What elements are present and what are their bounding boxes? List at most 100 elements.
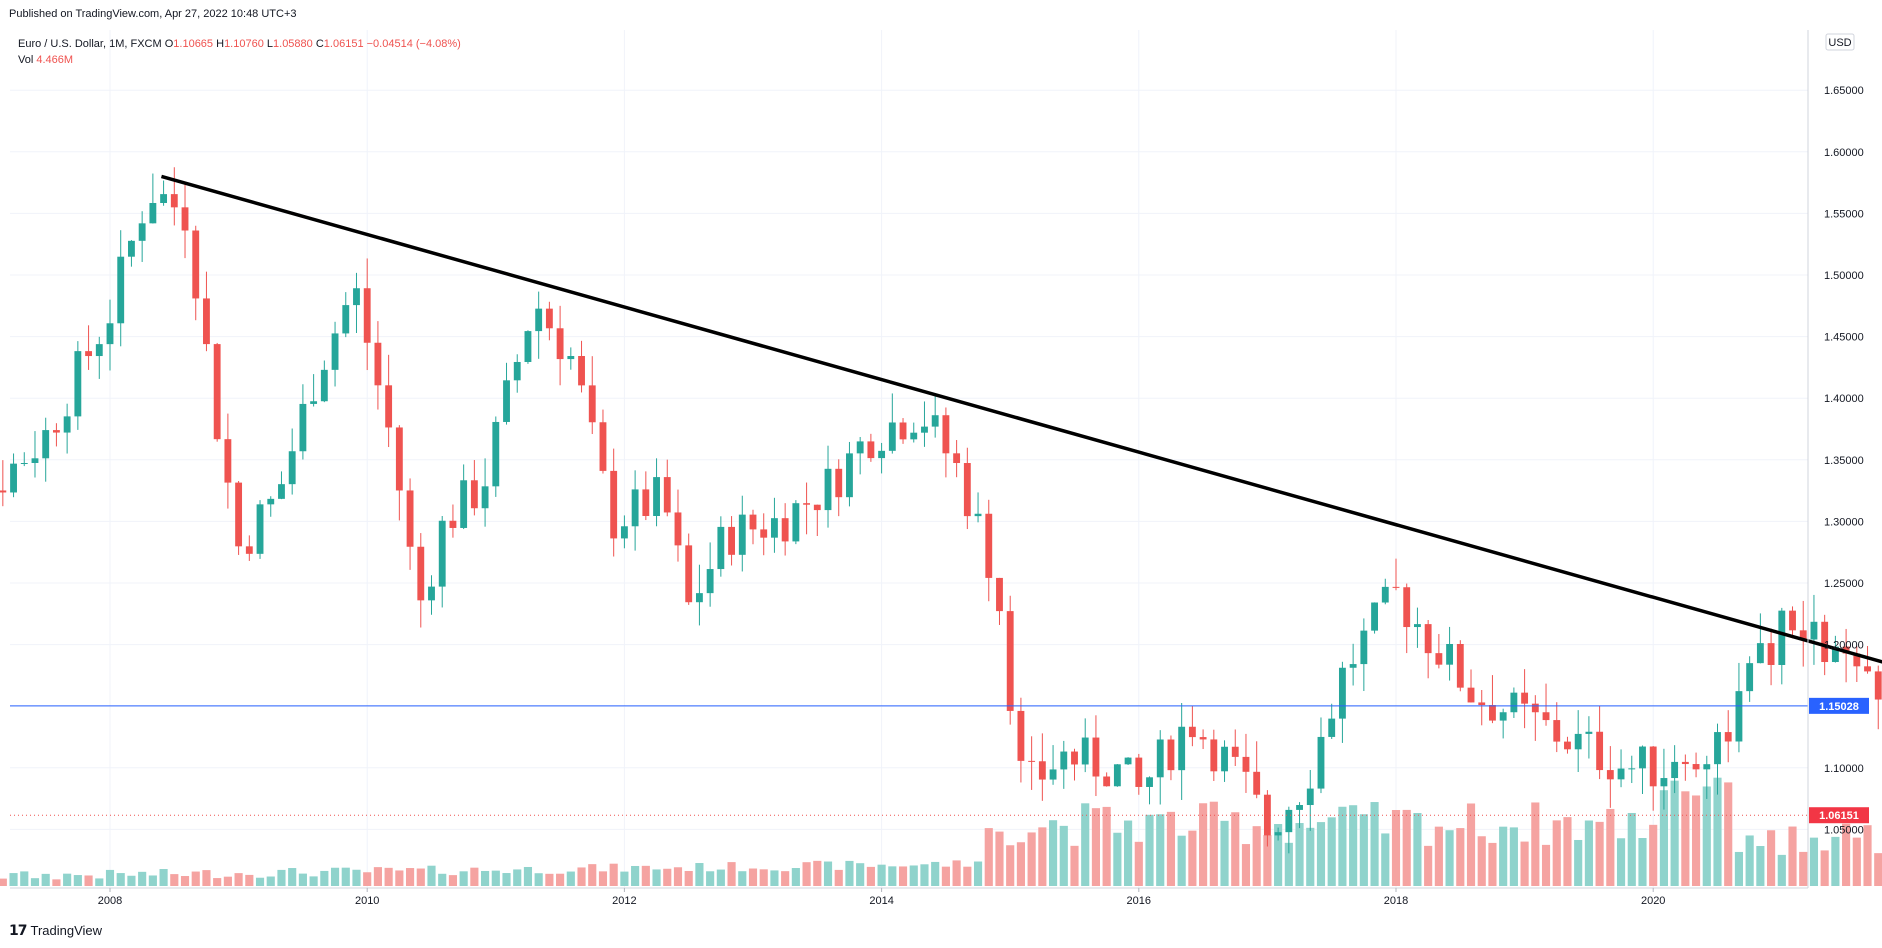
y-tick-label: 1.10000 [1824, 763, 1864, 775]
volume-bar [427, 865, 436, 886]
candle-body [1810, 621, 1818, 640]
candle-body [695, 593, 703, 603]
currency-box [1825, 33, 1855, 51]
volume-bar [1767, 830, 1776, 886]
candle-body [1381, 586, 1389, 603]
candle-body [781, 518, 789, 542]
candle-body [1253, 771, 1261, 795]
candle-body [1703, 764, 1711, 770]
candle-body [1628, 768, 1636, 770]
volume-bar [245, 874, 254, 886]
candle-body [513, 361, 521, 381]
candle-body [1831, 646, 1839, 663]
candle-body [1510, 692, 1518, 713]
volume-bar [1670, 780, 1679, 886]
volume-bar [781, 871, 790, 886]
volume-bar [813, 860, 822, 886]
volume-bar [1659, 790, 1668, 886]
candle-body [224, 439, 232, 483]
candle-body [1531, 703, 1539, 713]
volume-bar [1745, 835, 1754, 886]
descending-trendline [160, 174, 1882, 664]
volume-bar [30, 878, 40, 886]
volume-bar [1638, 838, 1647, 886]
volume-bar [759, 869, 768, 886]
candle-body [1060, 751, 1068, 770]
level-price-badge-label: 1.15028 [1819, 701, 1859, 713]
candle-body [535, 308, 543, 332]
last-price-badge-label: 1.06151 [1819, 810, 1859, 822]
volume-bar [716, 869, 725, 886]
candle-body [663, 477, 671, 513]
volume-bar [1831, 836, 1840, 886]
volume-bar [1691, 795, 1701, 886]
price-axis: 1.050001.100001.150001.200001.250001.300… [1807, 30, 1869, 888]
candle-body [385, 385, 393, 428]
candle-body [181, 207, 189, 231]
volume-bar [1552, 820, 1561, 886]
volume-bar [1038, 827, 1047, 886]
volume-bar [416, 868, 425, 886]
volume-bar [652, 869, 661, 886]
volume-bar [266, 876, 275, 886]
symbol-name[interactable]: Euro / U.S. Dollar, 1M, FXCM [18, 38, 162, 50]
close-value: 1.06151 [323, 38, 364, 50]
volume-bar [1059, 825, 1068, 886]
candle-body [1371, 602, 1378, 631]
chart-grid [10, 30, 1808, 888]
volume-bar [255, 877, 265, 886]
volume-bar [1263, 835, 1272, 886]
candle-body [631, 489, 639, 527]
candle-body [245, 546, 253, 554]
volume-bar [1188, 830, 1197, 886]
candle-body [1317, 736, 1325, 789]
candle-body [963, 463, 971, 517]
candle-body [256, 504, 264, 554]
candle-body [524, 331, 532, 362]
currency-label[interactable]: USD [1828, 37, 1851, 49]
volume-bar [963, 866, 972, 886]
candle-body [52, 430, 60, 433]
volume-bar [673, 867, 683, 886]
volume-bar [1381, 833, 1390, 886]
legend-volume-row: Vol 4.466M [18, 52, 461, 68]
time-axis: 2008201020122014201620182020202220242026… [10, 887, 1808, 907]
volume-bar [738, 871, 747, 886]
candle-body [1456, 643, 1464, 688]
volume-bar [1327, 817, 1336, 886]
y-tick-label: 1.30000 [1824, 516, 1864, 528]
candle-body [985, 513, 993, 578]
y-tick-label: 1.20000 [1824, 640, 1864, 652]
candle-body [170, 194, 178, 208]
volume-bar [116, 873, 125, 886]
volume-bar [1456, 828, 1465, 886]
volume-bar [1488, 842, 1497, 886]
volume-bar [1113, 832, 1122, 886]
volume-bar [791, 868, 800, 886]
candle-body [1210, 739, 1218, 772]
candle-body [771, 518, 778, 538]
candle-body [846, 453, 853, 498]
candle-body [374, 342, 382, 386]
brand-name: TradingView [30, 923, 103, 938]
candle-body [1746, 663, 1754, 692]
volume-bar [1027, 832, 1036, 886]
candle-body [1242, 756, 1250, 772]
candle-body [1081, 737, 1089, 765]
candle-body [1156, 739, 1164, 778]
volume-bar [727, 862, 736, 886]
candle-body [128, 240, 135, 257]
volume-bar [1145, 814, 1154, 886]
volume-bar [1681, 791, 1690, 886]
volume-bar [1274, 824, 1283, 886]
volume-bar [502, 873, 511, 886]
volume-bar [695, 863, 704, 886]
candle-body [749, 514, 757, 530]
volume-bar [1584, 820, 1593, 886]
volume-bar [1177, 835, 1186, 886]
candle-body [117, 256, 125, 324]
candle-body [363, 288, 371, 343]
candle-body [653, 477, 660, 516]
candle-body [417, 546, 425, 601]
